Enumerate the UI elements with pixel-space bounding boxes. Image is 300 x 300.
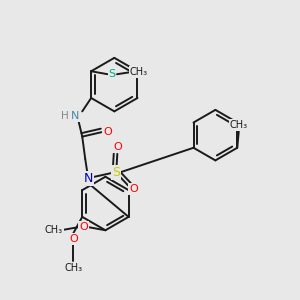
Text: O: O [79,222,88,232]
Text: CH₃: CH₃ [130,67,148,77]
Text: O: O [103,127,112,137]
Text: S: S [112,166,120,179]
Text: CH₃: CH₃ [230,120,248,130]
Text: N: N [70,111,79,121]
Text: N: N [83,172,93,185]
Text: H: H [61,111,69,121]
Text: CH₃: CH₃ [45,225,63,235]
Text: O: O [69,234,78,244]
Text: O: O [113,142,122,152]
Text: CH₃: CH₃ [64,263,83,273]
Text: O: O [129,184,138,194]
Text: S: S [108,69,116,79]
